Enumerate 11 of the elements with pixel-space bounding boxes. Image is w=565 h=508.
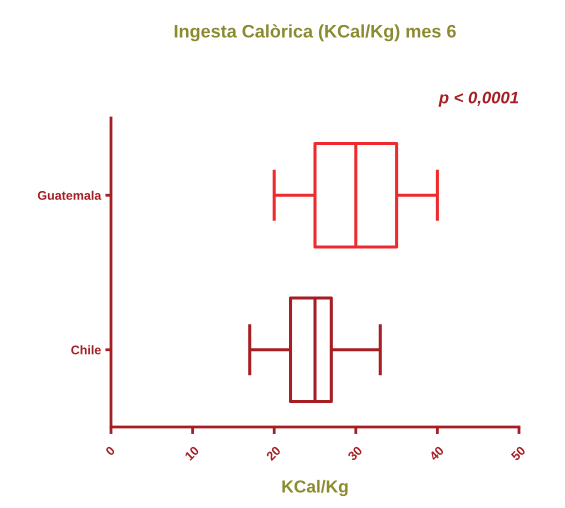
chart-title: Ingesta Calòrica (KCal/Kg) mes 6 <box>174 24 456 42</box>
y-tick-label: Chile <box>71 345 101 354</box>
x-tick-label: 50 <box>510 446 526 462</box>
x-tick-label: 30 <box>347 446 363 462</box>
x-tick-label: 0 <box>105 446 116 456</box>
text: p < 0,0001 <box>438 92 518 107</box>
x-axis-title: KCal/Kg <box>282 480 348 496</box>
x-tick-label: 40 <box>428 446 444 462</box>
x-tick-label: 20 <box>266 446 282 462</box>
y-tick-label: Guatemala <box>38 190 102 200</box>
x-tick-label: 10 <box>184 446 200 461</box>
